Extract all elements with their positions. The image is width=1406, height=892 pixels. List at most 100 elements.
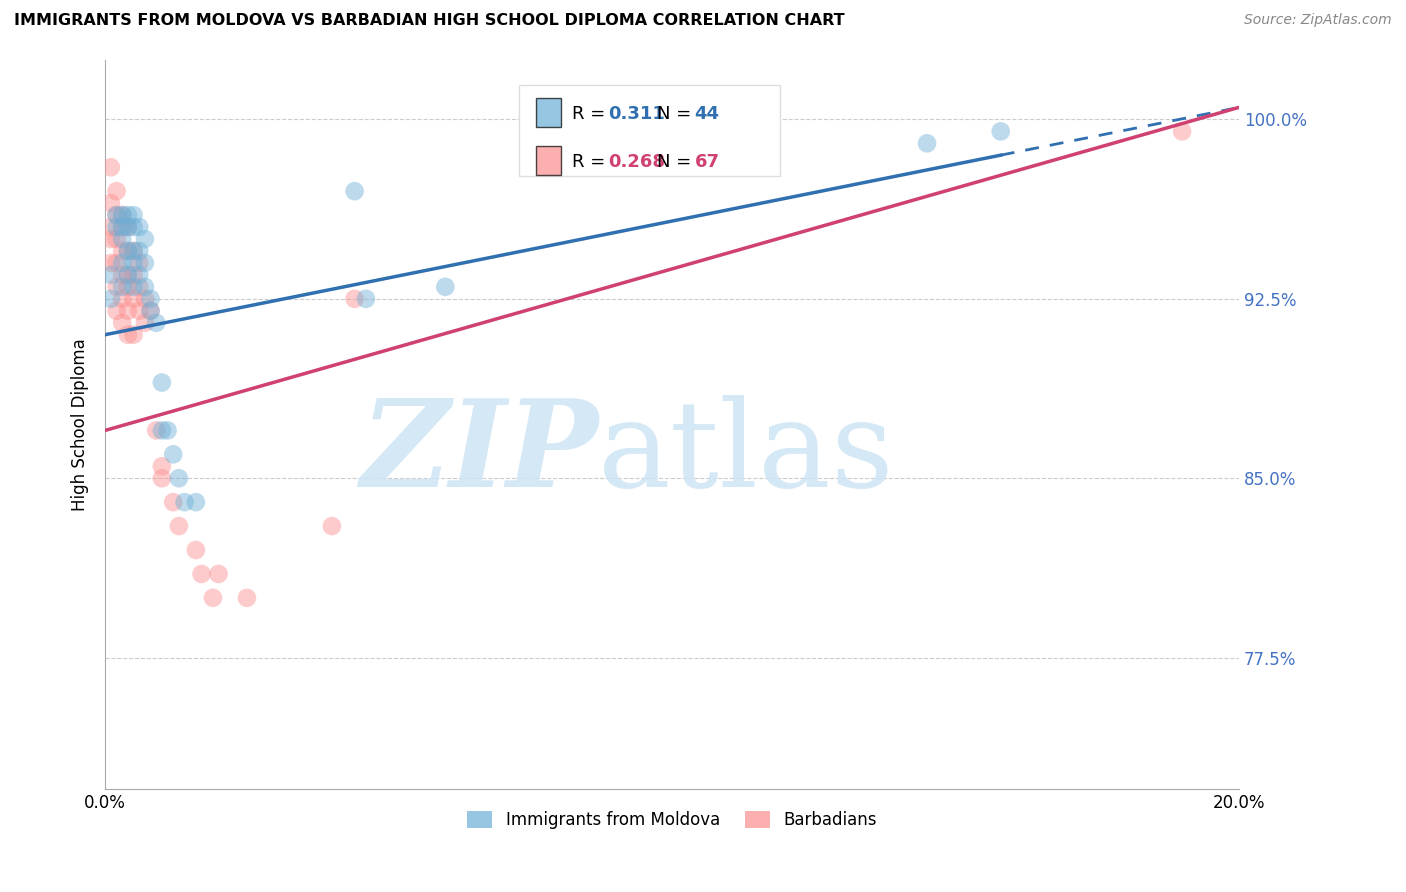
Point — [122, 208, 145, 222]
Point — [111, 280, 134, 294]
Point — [150, 424, 173, 438]
Point — [105, 208, 128, 222]
Point — [134, 316, 156, 330]
Point — [162, 495, 184, 509]
Point — [167, 471, 190, 485]
Point — [128, 256, 150, 270]
Point — [173, 495, 195, 509]
Point — [184, 495, 207, 509]
Point — [156, 424, 179, 438]
Point — [105, 256, 128, 270]
Point — [100, 292, 122, 306]
Point — [117, 244, 139, 258]
Point — [134, 280, 156, 294]
Point — [122, 268, 145, 282]
Point — [105, 208, 128, 222]
Point — [122, 256, 145, 270]
Point — [354, 292, 377, 306]
Text: ZIP: ZIP — [360, 394, 599, 513]
Point — [139, 303, 162, 318]
Point — [117, 244, 139, 258]
Point — [122, 220, 145, 235]
FancyBboxPatch shape — [536, 145, 561, 175]
Point — [134, 292, 156, 306]
Point — [117, 220, 139, 235]
Point — [122, 327, 145, 342]
Point — [111, 292, 134, 306]
Point — [236, 591, 259, 605]
Text: IMMIGRANTS FROM MOLDOVA VS BARBADIAN HIGH SCHOOL DIPLOMA CORRELATION CHART: IMMIGRANTS FROM MOLDOVA VS BARBADIAN HIG… — [14, 13, 845, 29]
Point — [122, 244, 145, 258]
Point — [111, 316, 134, 330]
Point — [117, 220, 139, 235]
Point — [190, 566, 212, 581]
Point — [134, 232, 156, 246]
Point — [162, 447, 184, 461]
Text: Source: ZipAtlas.com: Source: ZipAtlas.com — [1244, 13, 1392, 28]
Point — [150, 459, 173, 474]
Point — [111, 208, 134, 222]
Point — [128, 244, 150, 258]
Point — [111, 268, 134, 282]
Text: R =: R = — [572, 105, 612, 123]
Point — [117, 268, 139, 282]
Text: 67: 67 — [695, 153, 720, 170]
Point — [122, 280, 145, 294]
Point — [434, 280, 457, 294]
Point — [343, 292, 366, 306]
FancyBboxPatch shape — [519, 85, 780, 177]
Point — [128, 220, 150, 235]
Point — [915, 136, 938, 151]
Point — [150, 471, 173, 485]
Point — [111, 244, 134, 258]
Point — [122, 244, 145, 258]
Point — [122, 292, 145, 306]
Point — [1171, 124, 1194, 138]
Point — [167, 519, 190, 533]
Text: N =: N = — [657, 105, 697, 123]
Point — [201, 591, 224, 605]
Point — [117, 303, 139, 318]
Point — [100, 196, 122, 211]
Point — [128, 268, 150, 282]
Point — [145, 424, 167, 438]
Point — [105, 220, 128, 235]
Point — [321, 519, 343, 533]
Point — [111, 220, 134, 235]
Point — [150, 376, 173, 390]
Point — [128, 303, 150, 318]
Point — [111, 208, 134, 222]
Point — [134, 256, 156, 270]
Text: N =: N = — [657, 153, 697, 170]
Point — [139, 292, 162, 306]
Point — [117, 268, 139, 282]
Text: atlas: atlas — [599, 395, 896, 512]
Point — [100, 256, 122, 270]
Text: 0.268: 0.268 — [609, 153, 665, 170]
Point — [990, 124, 1012, 138]
Point — [105, 303, 128, 318]
Text: 44: 44 — [695, 105, 720, 123]
Point — [100, 160, 122, 174]
Text: R =: R = — [572, 153, 612, 170]
Point — [145, 316, 167, 330]
Point — [111, 220, 134, 235]
Point — [105, 280, 128, 294]
Point — [111, 232, 134, 246]
Point — [111, 256, 134, 270]
Legend: Immigrants from Moldova, Barbadians: Immigrants from Moldova, Barbadians — [461, 804, 883, 836]
Point — [184, 543, 207, 558]
Point — [100, 232, 122, 246]
Point — [100, 220, 122, 235]
Point — [128, 280, 150, 294]
Point — [139, 303, 162, 318]
Point — [105, 232, 128, 246]
Text: 0.311: 0.311 — [609, 105, 665, 123]
Point — [105, 184, 128, 198]
FancyBboxPatch shape — [536, 98, 561, 128]
Point — [207, 566, 229, 581]
Y-axis label: High School Diploma: High School Diploma — [72, 338, 89, 511]
Point — [117, 280, 139, 294]
Point — [100, 268, 122, 282]
Point — [343, 184, 366, 198]
